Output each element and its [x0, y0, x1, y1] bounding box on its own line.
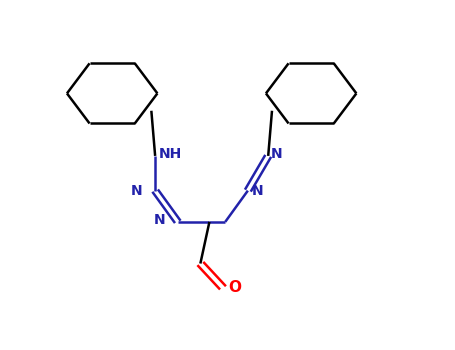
Text: NH: NH: [159, 147, 182, 161]
Text: N: N: [153, 213, 165, 227]
Text: N: N: [131, 184, 142, 198]
Text: N: N: [252, 184, 263, 198]
Text: N: N: [270, 147, 282, 161]
Text: O: O: [228, 280, 242, 295]
